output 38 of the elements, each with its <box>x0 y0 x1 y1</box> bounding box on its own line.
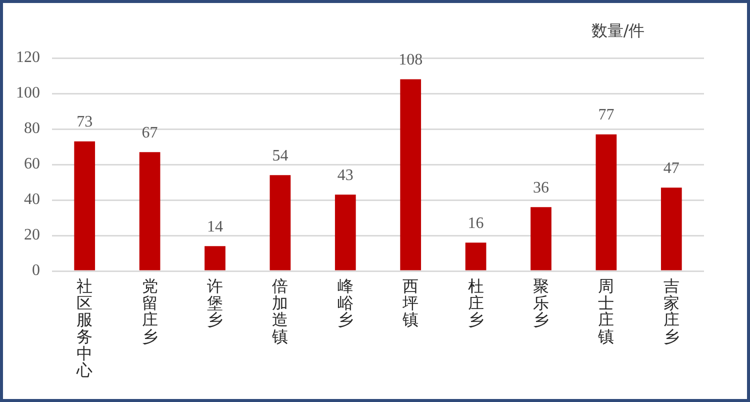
bar <box>334 194 356 270</box>
data-label: 43 <box>337 166 354 184</box>
data-label: 16 <box>468 214 484 232</box>
data-label: 108 <box>398 52 423 69</box>
data-label: 77 <box>598 106 614 124</box>
y-tick-label: 120 <box>16 49 40 66</box>
x-tick-label: 西坪镇 <box>402 276 419 330</box>
data-label: 67 <box>142 124 158 142</box>
bar <box>660 188 682 270</box>
data-label: 54 <box>272 147 288 164</box>
y-tick-label: 60 <box>24 156 40 173</box>
x-tick-label: 杜庄乡 <box>468 276 484 330</box>
x-tick-label: 社区服务中心 <box>76 276 93 380</box>
y-tick-label: 0 <box>32 262 40 280</box>
x-tick-label: 许堡乡 <box>207 276 223 330</box>
x-tick-label: 聚乐乡 <box>533 276 549 330</box>
bar <box>270 175 291 270</box>
y-tick-label: 20 <box>24 226 40 244</box>
data-label: 47 <box>663 160 680 177</box>
y-tick-label: 100 <box>16 84 40 102</box>
data-label: 14 <box>207 218 223 236</box>
x-tick-label: 周士庄镇 <box>597 276 614 346</box>
data-label: 73 <box>76 114 93 131</box>
y-axis-title: 数量/件 <box>591 21 645 40</box>
x-tick-label: 党留庄乡 <box>142 276 158 346</box>
bar <box>596 134 617 270</box>
bar <box>74 141 96 270</box>
bar <box>465 242 486 270</box>
bar <box>139 152 160 270</box>
y-tick-label: 40 <box>24 191 40 208</box>
data-label: 36 <box>533 179 549 196</box>
x-tick-label: 倍加造镇 <box>271 276 288 346</box>
bar <box>530 207 552 270</box>
bar <box>400 79 422 270</box>
x-tick-label: 峰峪乡 <box>337 276 354 330</box>
bar <box>204 246 226 270</box>
y-tick-label: 80 <box>24 120 40 138</box>
x-tick-label: 吉家庄乡 <box>663 276 680 346</box>
